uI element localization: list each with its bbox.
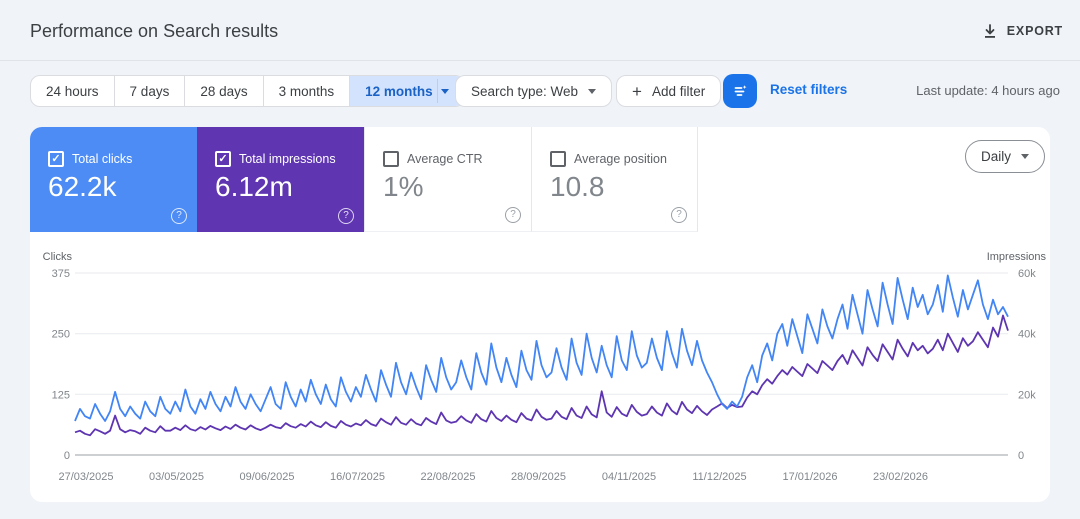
total-impressions-card[interactable]: ✓ Total impressions 6.12m ? [197,127,364,232]
x-label: 17/01/2026 [782,471,837,483]
x-label: 04/11/2025 [602,471,656,483]
average-position-card[interactable]: Average position 10.8 ? [531,127,698,232]
x-label: 23/02/2026 [873,471,928,483]
x-label: 22/08/2025 [420,471,475,483]
search-type-dropdown[interactable]: Search type: Web [455,75,613,107]
tab-24-hours[interactable]: 24 hours [31,76,115,106]
left-tick: 375 [52,268,70,280]
chevron-down-icon [588,88,597,94]
reset-filters-link[interactable]: Reset filters [770,82,848,97]
add-filter-button[interactable]: + Add filter [616,75,722,107]
performance-chart[interactable]: Clicks Impressions 375 250 125 0 60k 40k… [30,247,1050,502]
chevron-down-icon [1021,154,1029,159]
chevron-down-icon [440,88,449,94]
help-icon[interactable]: ? [338,208,354,224]
average-ctr-card[interactable]: Average CTR 1% ? [364,127,531,232]
checkbox-icon[interactable]: ✓ [48,151,64,167]
filter-chips-button[interactable] [723,74,757,108]
right-tick: 0 [1018,450,1024,462]
plus-icon: + [632,81,642,101]
help-icon[interactable]: ? [671,207,687,223]
x-label: 09/06/2025 [239,471,294,483]
right-tick: 60k [1018,268,1036,280]
right-axis-title: Impressions [987,251,1047,263]
help-icon[interactable]: ? [171,208,187,224]
last-update-text: Last update: 4 hours ago [916,83,1060,98]
total-clicks-card[interactable]: ✓ Total clicks 62.2k ? [30,127,197,232]
page-title: Performance on Search results [30,21,279,41]
clicks-line [74,274,1009,422]
checkbox-icon[interactable] [383,151,399,167]
export-label: EXPORT [1006,24,1063,38]
metric-cards-row: ✓ Total clicks 62.2k ? ✓ Total impressio… [30,127,698,232]
left-tick: 0 [64,450,70,462]
left-tick: 250 [52,329,70,341]
tab-28-days[interactable]: 28 days [185,76,264,106]
left-tick: 125 [52,389,70,401]
checkbox-icon[interactable] [550,151,566,167]
total-impressions-value: 6.12m [215,171,293,202]
filter-sparkle-icon [734,85,747,96]
right-tick: 40k [1018,329,1036,341]
checkbox-icon[interactable]: ✓ [215,151,231,167]
x-label: 03/05/2025 [149,471,204,483]
date-range-group: 24 hours 7 days 28 days 3 months 12 mont… [30,75,465,107]
x-label: 11/12/2025 [692,471,746,483]
total-clicks-value: 62.2k [48,171,117,202]
performance-panel: ✓ Total clicks 62.2k ? ✓ Total impressio… [30,127,1050,502]
right-tick: 20k [1018,389,1036,401]
x-label: 27/03/2025 [58,471,113,483]
x-label: 28/09/2025 [511,471,566,483]
tab-3-months[interactable]: 3 months [264,76,351,106]
average-position-value: 10.8 [550,171,605,202]
tab-12-months[interactable]: 12 months [350,76,464,106]
left-axis-title: Clicks [43,251,73,263]
impressions-line [74,314,1009,437]
x-label: 16/07/2025 [330,471,385,483]
page-header: Performance on Search results EXPORT [0,0,1080,61]
download-icon [984,24,995,38]
export-button[interactable]: EXPORT [980,19,1065,43]
tab-7-days[interactable]: 7 days [115,76,186,106]
filter-divider [437,79,438,103]
granularity-dropdown[interactable]: Daily [964,140,1045,173]
help-icon[interactable]: ? [505,207,521,223]
average-ctr-value: 1% [383,171,424,202]
